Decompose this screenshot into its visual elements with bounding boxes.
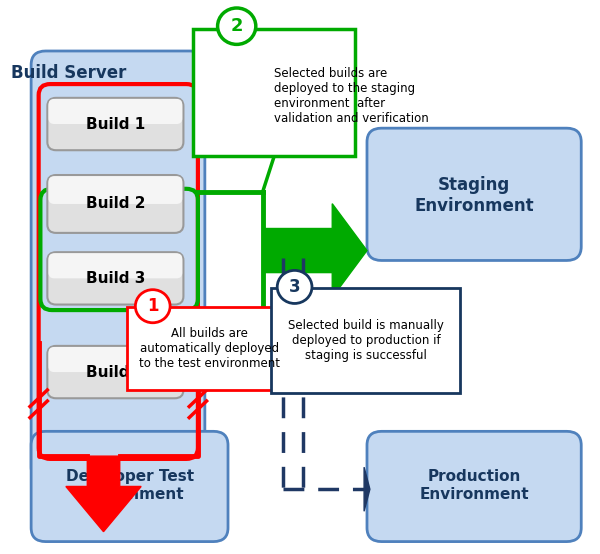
Text: Build Server: Build Server xyxy=(11,64,127,82)
FancyBboxPatch shape xyxy=(49,176,182,204)
FancyBboxPatch shape xyxy=(47,346,184,398)
Text: Build 1: Build 1 xyxy=(86,116,145,131)
Text: Developer Test
Environment: Developer Test Environment xyxy=(65,469,194,501)
Bar xyxy=(271,288,460,393)
Text: Staging
Environment: Staging Environment xyxy=(415,176,534,215)
FancyBboxPatch shape xyxy=(31,432,228,542)
Text: Build 3: Build 3 xyxy=(86,271,145,286)
Text: 3: 3 xyxy=(289,278,301,296)
Text: 2: 2 xyxy=(230,17,243,35)
Circle shape xyxy=(218,8,256,44)
FancyBboxPatch shape xyxy=(367,128,581,260)
Text: Build n: Build n xyxy=(86,365,145,379)
FancyBboxPatch shape xyxy=(47,252,184,305)
Polygon shape xyxy=(263,204,367,297)
Text: Build 2: Build 2 xyxy=(86,197,145,212)
Circle shape xyxy=(136,290,170,323)
Circle shape xyxy=(277,270,312,304)
Polygon shape xyxy=(364,467,370,511)
FancyBboxPatch shape xyxy=(49,347,182,372)
Bar xyxy=(193,29,355,156)
Polygon shape xyxy=(66,456,141,532)
FancyBboxPatch shape xyxy=(47,175,184,233)
Text: 1: 1 xyxy=(147,297,158,315)
FancyBboxPatch shape xyxy=(367,432,581,542)
Text: All builds are
automatically deployed
to the test environment: All builds are automatically deployed to… xyxy=(139,327,280,370)
FancyBboxPatch shape xyxy=(31,51,205,481)
Text: Selected build is manually
deployed to production if
staging is successful: Selected build is manually deployed to p… xyxy=(288,319,444,362)
Bar xyxy=(127,307,292,390)
Text: Selected builds are
deployed to the staging
environment  after
validation and ve: Selected builds are deployed to the stag… xyxy=(274,67,429,125)
FancyBboxPatch shape xyxy=(49,99,182,124)
Text: Production
Environment: Production Environment xyxy=(419,469,529,501)
FancyBboxPatch shape xyxy=(49,253,182,278)
FancyBboxPatch shape xyxy=(47,98,184,150)
